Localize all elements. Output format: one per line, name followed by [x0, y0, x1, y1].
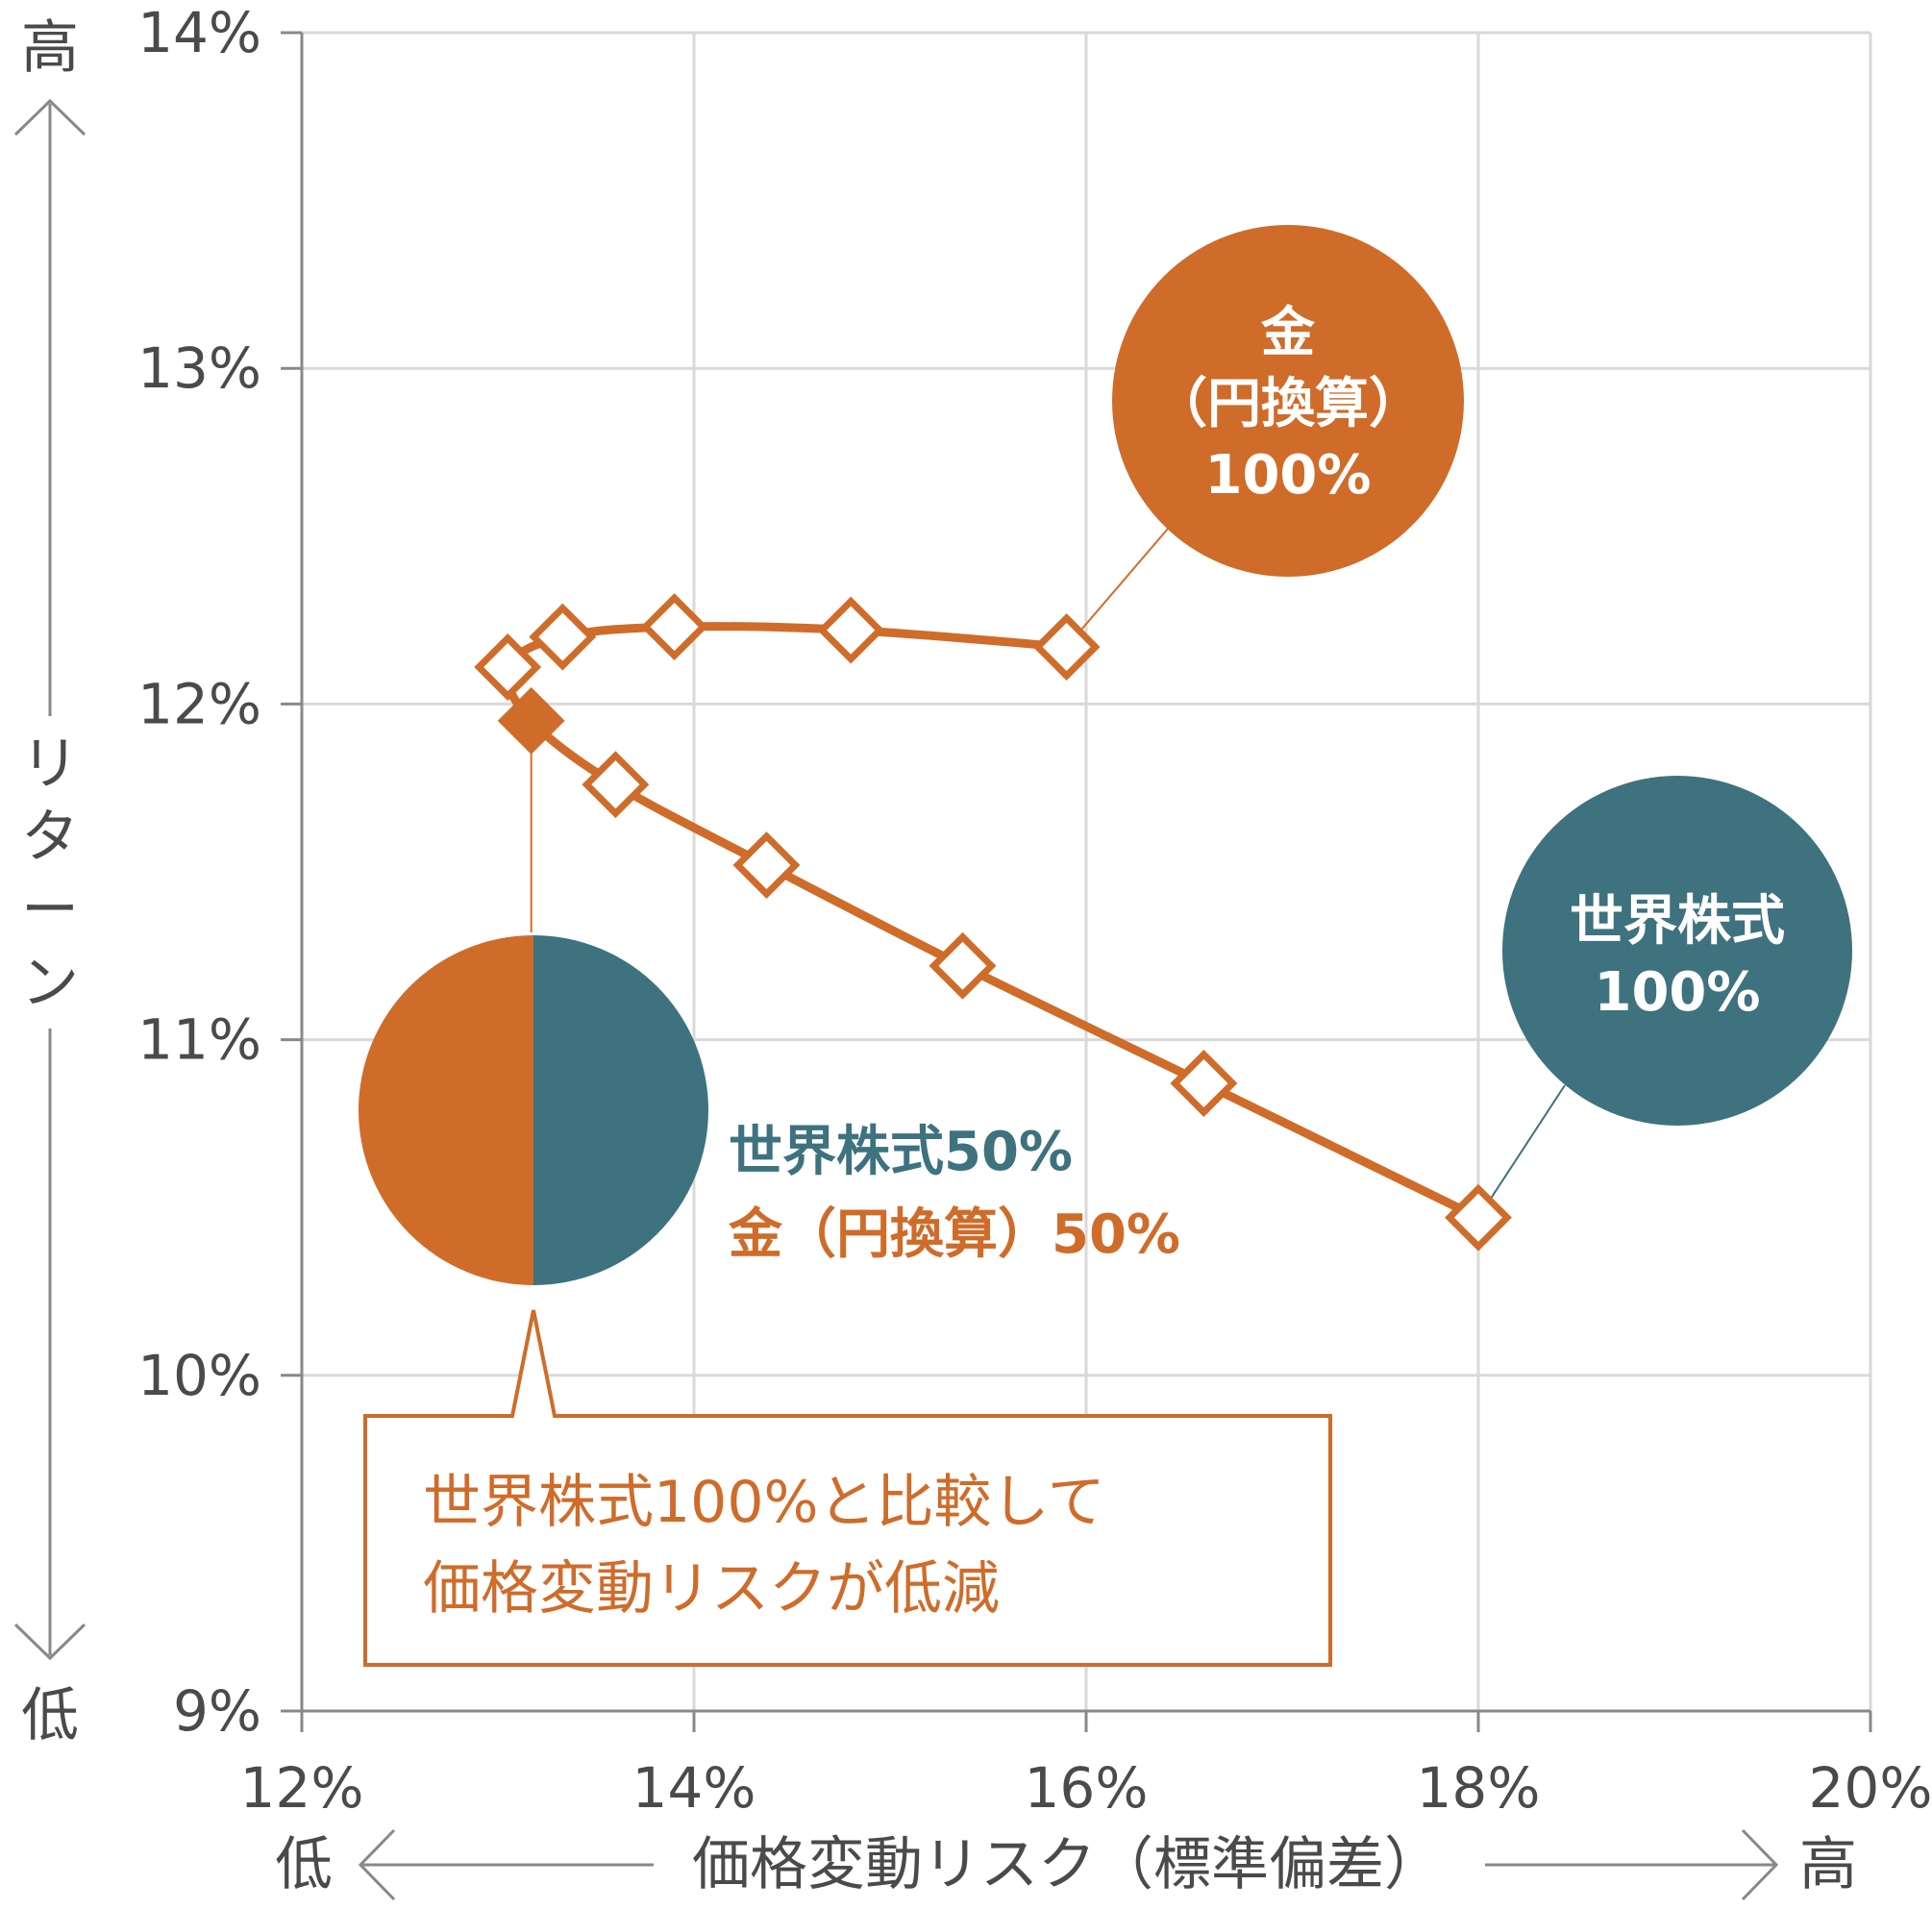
- diamond-marker: [817, 596, 885, 664]
- y-tick-label: 9%: [173, 1678, 261, 1744]
- y-tick-label: 11%: [137, 1007, 261, 1073]
- y-axis-label: リターン: [21, 731, 79, 1017]
- mix-label-equity: 世界株式50%: [729, 1121, 1073, 1183]
- y-tick-label: 12%: [137, 671, 261, 736]
- y-axis-label-char: ン: [21, 950, 79, 1017]
- series-line: [502, 622, 1480, 1222]
- diamond-marker: [582, 751, 650, 819]
- callout-line2: 価格変動リスクが低減: [423, 1555, 1000, 1623]
- mix-label-gold: 金（円換算）50%: [728, 1203, 1180, 1266]
- highlight-diamond-marker: [497, 686, 565, 755]
- y-axis-label-char: ー: [21, 877, 79, 944]
- diamond-marker: [640, 593, 708, 661]
- y-tick-label: 13%: [137, 335, 261, 401]
- equity-bubble-line2: 100%: [1594, 961, 1760, 1024]
- data-markers: [474, 593, 1512, 1252]
- diamond-marker: [732, 831, 801, 899]
- mix-pie-gold-half: [359, 935, 533, 1285]
- annotation-leader-lines: [530, 528, 1566, 1219]
- equity-leader-line: [1477, 1084, 1566, 1219]
- diamond-marker: [474, 633, 542, 701]
- gold-leader-line: [1065, 528, 1169, 648]
- efficient-frontier-line: [502, 622, 1480, 1222]
- x-tick-label: 12%: [240, 1755, 364, 1821]
- callout-box: [363, 1309, 1332, 1667]
- x-tick-label: 20%: [1809, 1755, 1932, 1821]
- x-tick-label: 18%: [1417, 1755, 1541, 1821]
- x-axis-label: 価格変動リスク（標準偏差）: [692, 1831, 1442, 1898]
- x-tick-label: 14%: [632, 1755, 756, 1821]
- x-arrow-right-head: [1741, 1828, 1779, 1901]
- y-tick-label: 14%: [137, 0, 261, 65]
- callout-line1: 世界株式100%と比較して: [423, 1469, 1105, 1536]
- diamond-marker: [1032, 613, 1101, 681]
- y-tick-label: 10%: [137, 1343, 261, 1408]
- tick-labels: 9% 10% 11% 12% 13% 14% 12% 14% 16% 18% 20%: [137, 0, 1932, 1821]
- gold-bubble-line1: 金: [1260, 302, 1316, 364]
- diamond-marker: [1170, 1050, 1238, 1117]
- equity-bubble: [1502, 776, 1852, 1126]
- gold-bubble: [1112, 225, 1464, 577]
- diamond-marker: [1445, 1183, 1512, 1252]
- gold-bubble-line3: 100%: [1204, 444, 1371, 507]
- y-arrow-down-head: [13, 1623, 87, 1661]
- x-low-label: 低: [275, 1831, 333, 1898]
- bubbles: 金 （円換算） 100% 世界株式 100% 世界株式50% 金（円換算）50%: [359, 225, 1852, 1285]
- x-high-label: 高: [1799, 1831, 1857, 1898]
- mix-pie-equity-half: [533, 935, 708, 1285]
- gold-bubble-line2: （円換算）: [1153, 373, 1423, 435]
- y-high-label: 高: [21, 14, 79, 82]
- x-tick-label: 16%: [1025, 1755, 1149, 1821]
- axes: [281, 31, 1872, 1732]
- y-low-label: 低: [21, 1682, 79, 1749]
- diamond-marker: [529, 603, 597, 671]
- y-axis-label-char: リ: [21, 731, 79, 798]
- x-arrow-left-head: [358, 1828, 396, 1901]
- y-axis-label-char: タ: [21, 804, 79, 871]
- equity-bubble-line1: 世界株式: [1570, 890, 1785, 953]
- y-arrow-up-head: [13, 98, 87, 136]
- diamond-marker: [929, 931, 997, 1000]
